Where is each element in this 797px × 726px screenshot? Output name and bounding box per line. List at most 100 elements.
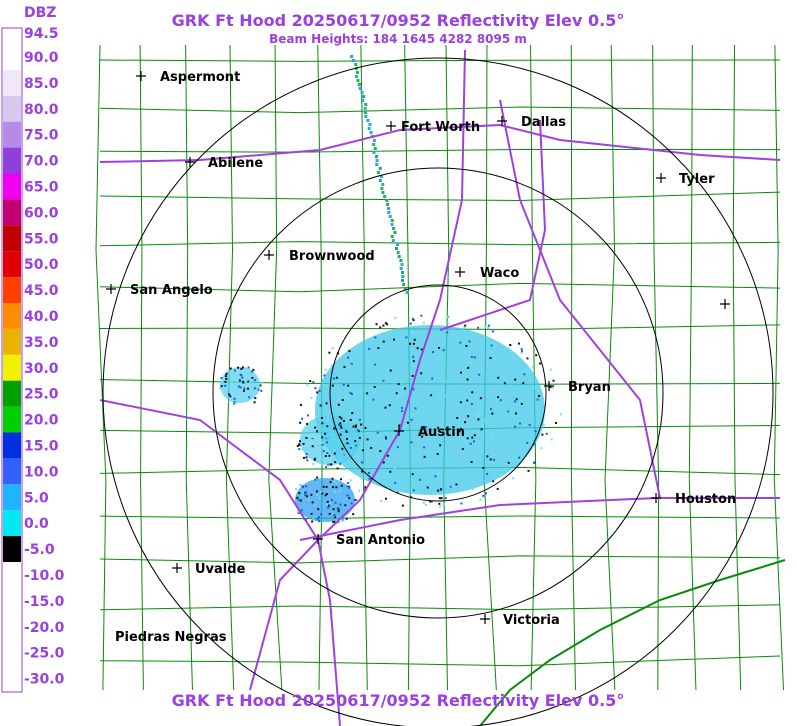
- echo-speck: [457, 481, 460, 484]
- legend-swatch: [3, 380, 21, 407]
- echo-speck: [522, 382, 525, 385]
- legend-swatch: [3, 121, 21, 148]
- echo-speck: [345, 430, 348, 433]
- echo-speck: [437, 426, 440, 429]
- echo-speck: [305, 491, 308, 494]
- echo-speck: [241, 378, 244, 381]
- echo-speck: [442, 349, 445, 352]
- city-marker: [185, 157, 195, 167]
- echo-speck: [471, 335, 474, 338]
- echo-speck: [332, 508, 335, 511]
- echo-speck: [345, 420, 348, 423]
- echo-speck: [396, 251, 400, 254]
- echo-speck: [341, 398, 344, 401]
- echo-speck: [387, 211, 391, 214]
- echo-speck: [299, 421, 302, 424]
- county-line: [99, 604, 781, 611]
- echo-speck: [513, 358, 516, 361]
- echo-speck: [411, 415, 414, 418]
- echo-speck: [312, 517, 315, 520]
- echo-speck: [477, 418, 480, 421]
- echo-speck: [344, 463, 347, 466]
- echo-speck: [464, 324, 467, 327]
- echo-speck: [396, 243, 400, 246]
- echo-speck: [493, 458, 496, 461]
- echo-speck: [518, 342, 521, 345]
- legend-label: 10.0: [24, 464, 59, 480]
- echo-speck: [539, 362, 542, 365]
- legend-label: 40.0: [24, 309, 59, 325]
- echo-speck: [410, 399, 413, 402]
- echo-speck: [219, 387, 222, 390]
- echo-speck: [331, 486, 334, 489]
- echo-speck: [363, 107, 367, 110]
- echo-speck: [484, 325, 487, 328]
- echo-speck: [484, 492, 487, 495]
- legend-swatch: [3, 354, 21, 381]
- echo-speck: [435, 411, 438, 414]
- echo-speck: [520, 348, 523, 351]
- echo-speck: [339, 462, 342, 465]
- echo-speck: [257, 385, 260, 388]
- echo-speck: [324, 405, 327, 408]
- echo-speck: [356, 79, 360, 82]
- echo-speck: [339, 478, 342, 481]
- echo-speck: [524, 370, 527, 373]
- echo-speck: [302, 440, 305, 443]
- echo-speck: [348, 350, 351, 353]
- echo-speck: [333, 513, 336, 516]
- echo-speck: [463, 326, 466, 329]
- echo-speck: [412, 388, 415, 391]
- echo-speck: [550, 438, 553, 441]
- echo-speck: [384, 322, 387, 325]
- echo-speck: [233, 382, 236, 385]
- echo-speck: [301, 494, 304, 497]
- echo-speck: [349, 418, 352, 421]
- echo-speck: [414, 407, 417, 410]
- echo-speck: [328, 512, 331, 515]
- county-line: [604, 44, 616, 691]
- echo-speck: [369, 131, 373, 134]
- echo-speck: [514, 412, 517, 415]
- echo-speck: [239, 386, 242, 389]
- echo-speck: [372, 398, 375, 401]
- echo-speck: [318, 497, 321, 500]
- echo-speck: [403, 287, 407, 290]
- echo-speck: [461, 447, 464, 450]
- echo-speck: [455, 483, 458, 486]
- echo-speck: [331, 432, 334, 435]
- echo-speck: [420, 372, 423, 375]
- legend-label: 70.0: [24, 154, 59, 170]
- legend-swatch: [3, 225, 21, 252]
- echo-speck: [242, 381, 245, 384]
- echo-speck: [400, 271, 404, 274]
- echo-speck: [220, 380, 223, 383]
- echo-speck: [321, 436, 324, 439]
- echo-speck: [552, 379, 555, 382]
- echo-speck: [331, 384, 334, 387]
- echo-speck: [334, 461, 337, 464]
- echo-speck: [411, 375, 414, 378]
- echo-speck: [447, 485, 450, 488]
- echo-speck: [242, 380, 245, 383]
- echo-speck: [515, 398, 518, 401]
- echo-speck: [411, 317, 414, 320]
- echo-speck: [416, 347, 419, 350]
- echo-speck: [320, 445, 323, 448]
- echo-speck: [306, 423, 309, 426]
- echo-speck: [464, 421, 467, 424]
- echo-speck: [296, 510, 299, 513]
- echo-speck: [423, 446, 426, 449]
- echo-speck: [252, 368, 255, 371]
- legend-label: -10.0: [24, 568, 65, 584]
- echo-speck: [304, 485, 307, 488]
- echo-speck: [342, 420, 345, 423]
- echo-speck: [373, 147, 377, 150]
- echo-speck: [225, 377, 228, 380]
- echo-speck: [382, 461, 385, 464]
- echo-speck: [362, 464, 365, 467]
- echo-speck: [523, 373, 526, 376]
- echo-speck: [496, 487, 499, 490]
- echo-speck: [336, 507, 339, 510]
- legend-label: -30.0: [24, 672, 65, 688]
